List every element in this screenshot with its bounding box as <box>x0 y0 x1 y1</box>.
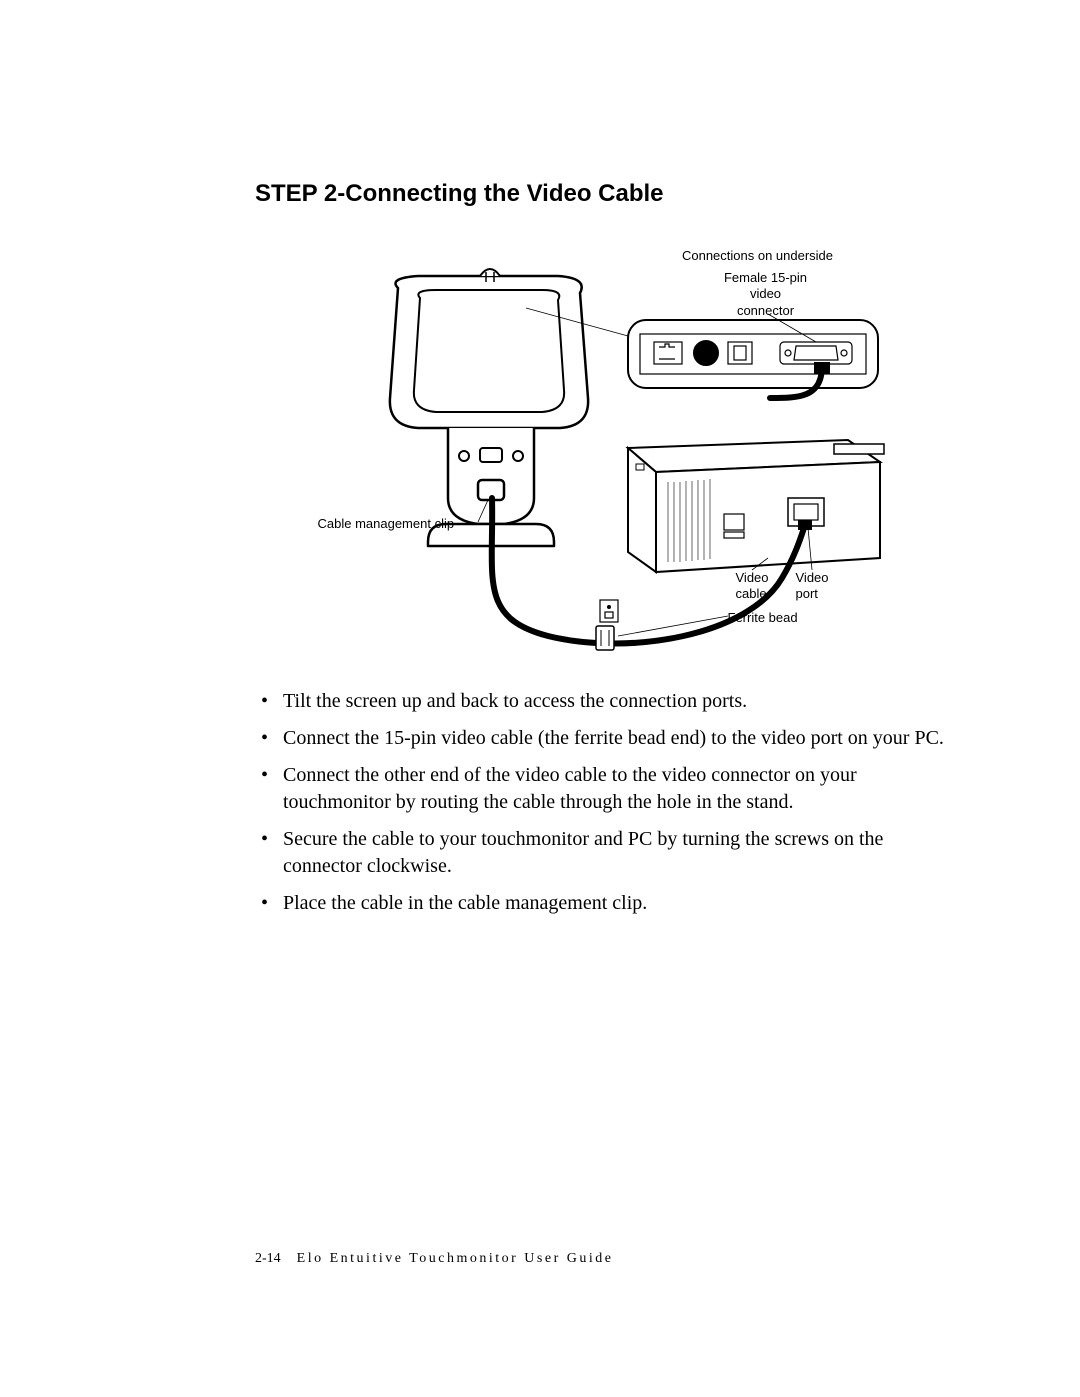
pc-icon <box>628 440 884 572</box>
instruction-item: Connect the 15-pin video cable (the ferr… <box>255 725 960 752</box>
label-ferrite-bead: Ferrite bead <box>728 610 848 626</box>
step-heading: STEP 2-Connecting the Video Cable <box>255 180 960 208</box>
instruction-item: Secure the cable to your touchmonitor an… <box>255 826 960 880</box>
instruction-item: Place the cable in the cable management … <box>255 890 960 917</box>
page-number: 2-14 <box>255 1251 281 1266</box>
connection-diagram: Connections on underside Female 15-pin v… <box>328 248 888 668</box>
label-cable-clip: Cable management clip <box>318 516 478 532</box>
wall-outlet-icon <box>600 600 618 622</box>
label-line: Female 15-pin <box>724 270 807 285</box>
connection-panel-icon <box>628 320 878 388</box>
ferrite-bead-icon <box>596 626 614 650</box>
label-line: connector <box>737 303 794 318</box>
label-video-port: Video port <box>796 570 846 603</box>
monitor-icon <box>389 269 587 546</box>
label-line: video <box>750 286 781 301</box>
label-line: port <box>796 586 818 601</box>
footer-title: Elo Entuitive Touchmonitor User Guide <box>297 1251 614 1266</box>
label-video-cable: Video cable <box>736 570 786 603</box>
page-footer: 2-14 Elo Entuitive Touchmonitor User Gui… <box>255 1251 613 1267</box>
instruction-item: Tilt the screen up and back to access th… <box>255 688 960 715</box>
label-female-connector: Female 15-pin video connector <box>706 270 826 319</box>
instruction-list: Tilt the screen up and back to access th… <box>255 688 960 917</box>
label-line: Video <box>796 570 829 585</box>
instruction-item: Connect the other end of the video cable… <box>255 762 960 816</box>
label-line: Video <box>736 570 769 585</box>
label-line: cable <box>736 586 767 601</box>
page: STEP 2-Connecting the Video Cable <box>0 0 1080 1397</box>
label-connections-underside: Connections on underside <box>658 248 858 264</box>
